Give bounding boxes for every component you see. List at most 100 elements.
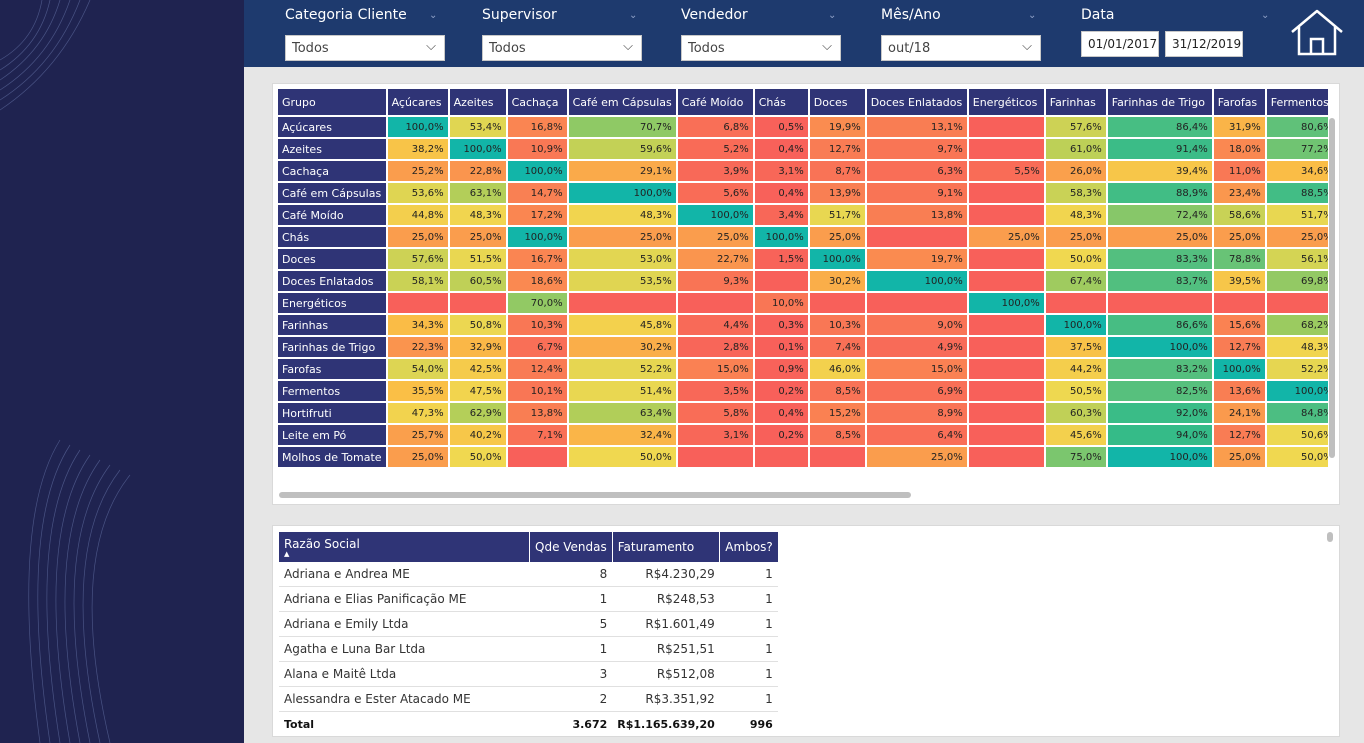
matrix-cell[interactable]	[1107, 293, 1212, 313]
matrix-cell[interactable]: 6,4%	[866, 425, 967, 445]
matrix-cell[interactable]: 45,6%	[1045, 425, 1106, 445]
matrix-cell[interactable]: 53,0%	[568, 249, 676, 269]
matrix-cell[interactable]: 35,5%	[387, 381, 448, 401]
matrix-cell[interactable]: 6,7%	[507, 337, 567, 357]
matrix-row-header[interactable]: Açúcares	[278, 117, 386, 137]
matrix-row-header[interactable]: Fermentos	[278, 381, 386, 401]
matrix-cell[interactable]: 50,0%	[1266, 447, 1328, 467]
matrix-cell[interactable]: 83,2%	[1107, 359, 1212, 379]
matrix-cell[interactable]: 44,2%	[1045, 359, 1106, 379]
start-date-input[interactable]: 01/01/2017	[1081, 31, 1159, 57]
matrix-cell[interactable]	[809, 447, 865, 467]
matrix-cell[interactable]: 48,3%	[568, 205, 676, 225]
matrix-cell[interactable]	[968, 205, 1044, 225]
matrix-cell[interactable]: 100,0%	[1107, 337, 1212, 357]
matrix-vertical-scrollbar[interactable]	[1329, 118, 1335, 458]
matrix-scroll-area[interactable]: Grupo Açúcares Azeites Cachaça Café em Cáps…	[276, 87, 1328, 492]
matrix-cell[interactable]: 25,0%	[968, 227, 1044, 247]
matrix-cell[interactable]: 6,3%	[866, 161, 967, 181]
matrix-cell[interactable]: 13,6%	[1213, 381, 1265, 401]
matrix-cell[interactable]: 88,9%	[1107, 183, 1212, 203]
matrix-cell[interactable]: 63,1%	[449, 183, 506, 203]
matrix-cell[interactable]: 25,0%	[568, 227, 676, 247]
matrix-row-header[interactable]: Doces	[278, 249, 386, 269]
matrix-cell[interactable]: 16,7%	[507, 249, 567, 269]
matrix-cell[interactable]: 53,5%	[568, 271, 676, 291]
matrix-cell[interactable]: 12,7%	[1213, 425, 1265, 445]
column-header-faturamento[interactable]: Faturamento	[612, 532, 721, 562]
matrix-cell[interactable]	[968, 447, 1044, 467]
matrix-cell[interactable]: 9,7%	[866, 139, 967, 159]
matrix-cell[interactable]: 10,9%	[507, 139, 567, 159]
matrix-cell[interactable]: 58,1%	[387, 271, 448, 291]
matrix-cell[interactable]: 60,3%	[1045, 403, 1106, 423]
matrix-cell[interactable]: 12,4%	[507, 359, 567, 379]
matrix-cell[interactable]: 26,0%	[1045, 161, 1106, 181]
matrix-cell[interactable]: 75,0%	[1045, 447, 1106, 467]
matrix-cell[interactable]	[1266, 293, 1328, 313]
matrix-column-header[interactable]: Doces Enlatados	[866, 89, 967, 115]
matrix-cell[interactable]	[968, 425, 1044, 445]
matrix-cell[interactable]	[968, 381, 1044, 401]
matrix-row-header[interactable]: Farofas	[278, 359, 386, 379]
matrix-cell[interactable]: 3,9%	[677, 161, 753, 181]
matrix-row-header[interactable]: Energéticos	[278, 293, 386, 313]
matrix-cell[interactable]: 69,8%	[1266, 271, 1328, 291]
matrix-cell[interactable]: 57,6%	[1045, 117, 1106, 137]
matrix-cell[interactable]: 5,6%	[677, 183, 753, 203]
end-date-input[interactable]: 31/12/2019	[1165, 31, 1243, 57]
matrix-cell[interactable]	[968, 337, 1044, 357]
matrix-cell[interactable]: 18,0%	[1213, 139, 1265, 159]
matrix-column-header[interactable]: Café em Cápsulas	[568, 89, 676, 115]
matrix-cell[interactable]: 58,6%	[1213, 205, 1265, 225]
matrix-cell[interactable]: 0,2%	[754, 425, 808, 445]
column-header-qde-vendas[interactable]: Qde Vendas	[529, 532, 613, 562]
matrix-cell[interactable]: 32,9%	[449, 337, 506, 357]
matrix-row-header[interactable]: Molhos de Tomate	[278, 447, 386, 467]
matrix-row-header[interactable]: Cachaça	[278, 161, 386, 181]
matrix-cell[interactable]: 100,0%	[387, 117, 448, 137]
matrix-cell[interactable]: 23,4%	[1213, 183, 1265, 203]
matrix-cell[interactable]: 32,4%	[568, 425, 676, 445]
matrix-cell[interactable]: 82,5%	[1107, 381, 1212, 401]
matrix-cell[interactable]	[507, 447, 567, 467]
matrix-cell[interactable]: 13,1%	[866, 117, 967, 137]
matrix-cell[interactable]: 100,0%	[449, 139, 506, 159]
matrix-cell[interactable]: 18,6%	[507, 271, 567, 291]
matrix-cell[interactable]: 38,2%	[387, 139, 448, 159]
matrix-cell[interactable]: 100,0%	[1213, 359, 1265, 379]
matrix-cell[interactable]: 100,0%	[1266, 381, 1328, 401]
matrix-cell[interactable]: 50,8%	[449, 315, 506, 335]
matrix-cell[interactable]: 25,0%	[809, 227, 865, 247]
matrix-cell[interactable]	[809, 293, 865, 313]
matrix-row-header[interactable]: Hortifruti	[278, 403, 386, 423]
matrix-column-header[interactable]: Azeites	[449, 89, 506, 115]
matrix-cell[interactable]: 86,6%	[1107, 315, 1212, 335]
matrix-cell[interactable]: 91,4%	[1107, 139, 1212, 159]
matrix-cell[interactable]: 10,1%	[507, 381, 567, 401]
table-row[interactable]: Alana e Maitê Ltda 3 R$512,08 1	[279, 661, 778, 687]
matrix-cell[interactable]: 0,3%	[754, 315, 808, 335]
home-icon[interactable]	[1288, 8, 1346, 58]
matrix-cell[interactable]: 0,4%	[754, 403, 808, 423]
matrix-cell[interactable]	[968, 249, 1044, 269]
supervisor-select[interactable]: Todos ⌵	[482, 35, 642, 61]
matrix-cell[interactable]: 31,9%	[1213, 117, 1265, 137]
matrix-row-header[interactable]: Café Moído	[278, 205, 386, 225]
matrix-cell[interactable]: 30,2%	[568, 337, 676, 357]
matrix-cell[interactable]	[754, 447, 808, 467]
matrix-cell[interactable]: 10,3%	[809, 315, 865, 335]
matrix-cell[interactable]: 22,8%	[449, 161, 506, 181]
mes-ano-select[interactable]: out/18 ⌵	[881, 35, 1041, 61]
matrix-cell[interactable]: 37,5%	[1045, 337, 1106, 357]
matrix-cell[interactable]: 100,0%	[754, 227, 808, 247]
matrix-cell[interactable]: 3,4%	[754, 205, 808, 225]
matrix-cell[interactable]: 11,0%	[1213, 161, 1265, 181]
matrix-cell[interactable]: 88,5%	[1266, 183, 1328, 203]
matrix-cell[interactable]: 15,2%	[809, 403, 865, 423]
matrix-row-header[interactable]: Café em Cápsulas	[278, 183, 386, 203]
matrix-cell[interactable]: 22,3%	[387, 337, 448, 357]
matrix-row-header[interactable]: Doces Enlatados	[278, 271, 386, 291]
matrix-cell[interactable]	[1213, 293, 1265, 313]
matrix-cell[interactable]: 29,1%	[568, 161, 676, 181]
